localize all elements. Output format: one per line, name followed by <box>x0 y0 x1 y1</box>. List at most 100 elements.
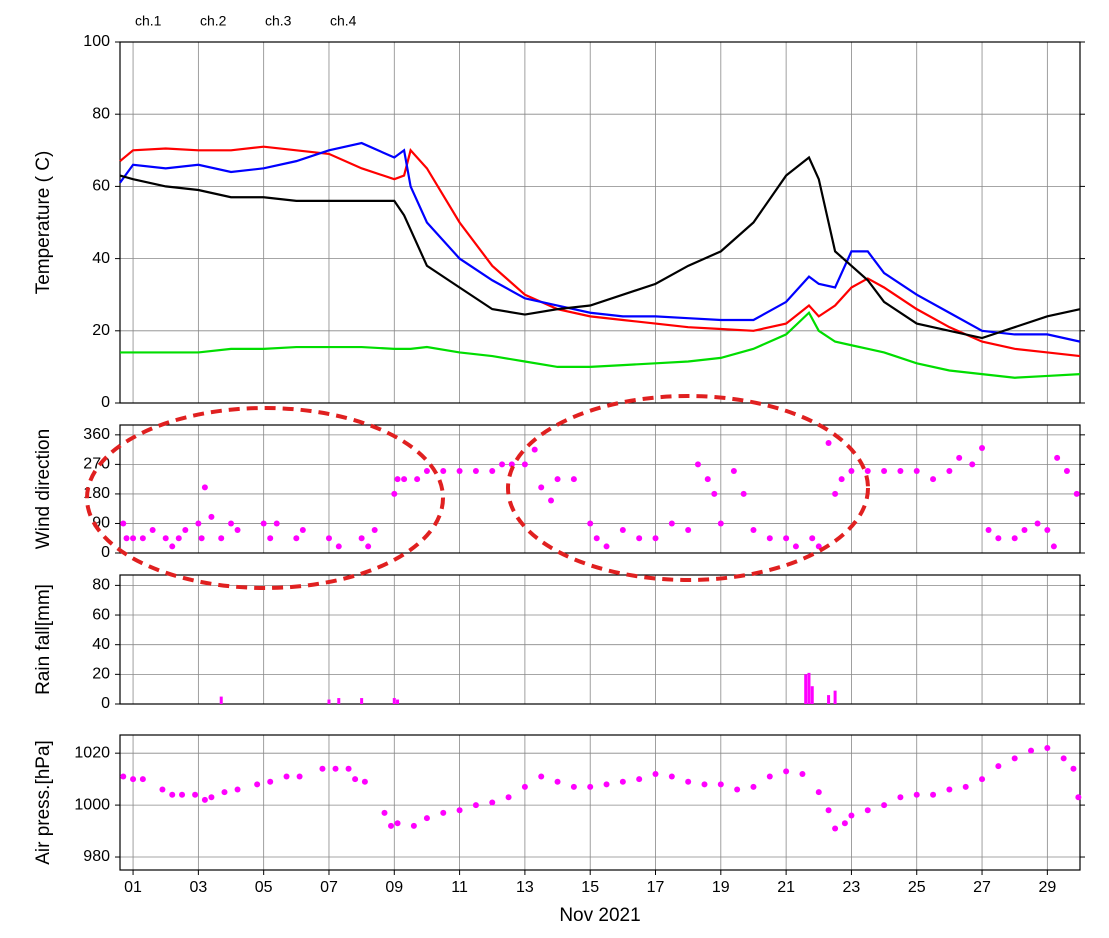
panels: 0 20 40 60 80 100 Temperature ( C) ch.1 ch.2 ch.3… <box>33 13 1085 926</box>
y-tick-label: 980 <box>83 848 110 865</box>
point <box>267 778 274 785</box>
x-tick-label: 01 <box>124 879 142 896</box>
point <box>169 791 176 798</box>
point <box>538 484 545 491</box>
point <box>394 476 401 483</box>
y-tick-label: 0 <box>101 394 110 411</box>
plot-frame <box>119 424 1081 554</box>
point <box>750 783 757 790</box>
point <box>825 807 832 814</box>
point <box>1044 744 1051 751</box>
point <box>234 786 241 793</box>
point <box>913 467 920 474</box>
point <box>636 776 643 783</box>
point <box>897 794 904 801</box>
point <box>335 543 342 550</box>
point <box>792 543 799 550</box>
point <box>218 535 225 542</box>
point <box>440 809 447 816</box>
point <box>175 535 182 542</box>
x-tick-label: 05 <box>255 879 273 896</box>
plot-frame <box>119 41 1081 404</box>
x-tick-label: 29 <box>1038 879 1056 896</box>
point <box>1034 520 1041 527</box>
bar <box>807 672 811 704</box>
y-tick-label: 20 <box>92 666 110 683</box>
point <box>956 454 963 461</box>
point <box>228 520 235 527</box>
bar <box>810 686 814 704</box>
point <box>388 822 395 829</box>
x-tick-label: 15 <box>581 879 599 896</box>
point <box>293 535 300 542</box>
y-tick-label: 60 <box>92 606 110 623</box>
highlight-ellipse <box>506 394 870 582</box>
point <box>832 825 839 832</box>
point <box>361 778 368 785</box>
point <box>1028 747 1035 754</box>
x-tick-label: 25 <box>908 879 926 896</box>
point <box>1075 794 1082 801</box>
point <box>472 802 479 809</box>
y-tick-label: 80 <box>92 105 110 122</box>
y-tick-label: 1020 <box>74 744 110 761</box>
point <box>570 476 577 483</box>
legend-label: ch.3 <box>265 13 292 29</box>
bar <box>360 698 364 704</box>
point <box>995 535 1002 542</box>
point <box>499 461 506 468</box>
point <box>423 815 430 822</box>
point <box>554 778 561 785</box>
point <box>472 467 479 474</box>
point <box>296 773 303 780</box>
x-tick-label: 23 <box>843 879 861 896</box>
point <box>221 789 228 796</box>
point <box>260 520 267 527</box>
point <box>694 461 701 468</box>
point <box>603 543 610 550</box>
bar <box>827 695 831 704</box>
point <box>766 535 773 542</box>
point <box>717 520 724 527</box>
x-tick-label: 03 <box>189 879 207 896</box>
point <box>832 490 839 497</box>
point <box>531 446 538 453</box>
y-tick-label: 40 <box>92 250 110 267</box>
point <box>685 778 692 785</box>
y-tick-label: 180 <box>83 485 110 502</box>
point <box>979 776 986 783</box>
series-line <box>119 155 1081 340</box>
point <box>783 535 790 542</box>
point <box>717 781 724 788</box>
point <box>704 476 711 483</box>
point <box>401 476 408 483</box>
point <box>508 461 515 468</box>
point <box>505 794 512 801</box>
point <box>652 535 659 542</box>
point <box>668 773 675 780</box>
series-line <box>119 145 1081 358</box>
point <box>456 467 463 474</box>
point <box>521 461 528 468</box>
point <box>930 476 937 483</box>
point <box>1070 765 1077 772</box>
point <box>603 781 610 788</box>
y-tick-label: 0 <box>101 544 110 561</box>
point <box>139 535 146 542</box>
point <box>198 535 205 542</box>
point <box>985 527 992 534</box>
point <box>538 773 545 780</box>
point <box>130 535 137 542</box>
point <box>548 497 555 504</box>
point <box>130 776 137 783</box>
point <box>825 440 832 447</box>
point <box>1054 454 1061 461</box>
x-tick-label: 17 <box>647 879 665 896</box>
point <box>701 781 708 788</box>
point <box>652 770 659 777</box>
point <box>815 543 822 550</box>
point <box>1011 755 1018 762</box>
point <box>192 791 199 798</box>
